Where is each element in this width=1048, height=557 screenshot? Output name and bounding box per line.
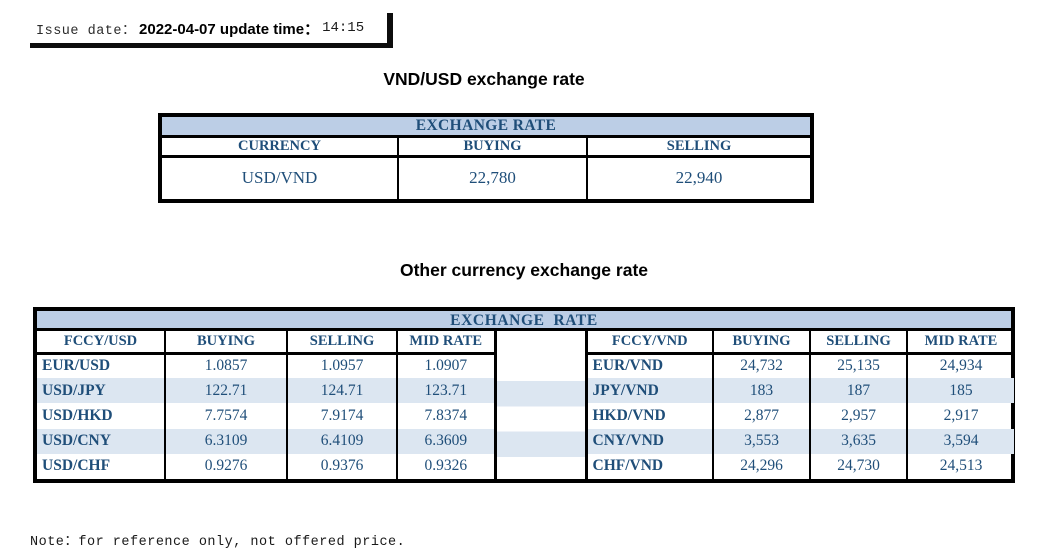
mid-rate-cell: 1.0907 bbox=[396, 353, 495, 379]
table-row: USD/VND 22,780 22,940 bbox=[159, 155, 813, 202]
selling-rate-cell: 2,957 bbox=[809, 403, 908, 429]
other-table-title: Other currency exchange rate bbox=[399, 260, 649, 280]
currency-pair-cell: USD/HKD bbox=[37, 403, 166, 429]
separator-column bbox=[496, 331, 585, 479]
mid-rate-cell: 7.8374 bbox=[396, 403, 495, 429]
mid-rate-cell: 123.71 bbox=[396, 378, 495, 404]
currency-pair-cell: USD/VND bbox=[159, 155, 399, 202]
buying-rate-cell: 3,553 bbox=[712, 428, 811, 454]
selling-rate-cell: 0.9376 bbox=[286, 453, 398, 479]
column-header-currency: CURRENCY bbox=[159, 135, 399, 158]
usd-table-title: VND/USD exchange rate bbox=[383, 69, 585, 89]
column-header-selling: SELLING bbox=[586, 135, 813, 158]
buying-rate-cell: 6.3109 bbox=[164, 428, 288, 454]
currency-pair-cell: EUR/USD bbox=[37, 353, 166, 379]
selling-rate-cell: 24,730 bbox=[809, 453, 908, 479]
mid-rate-cell: 3,594 bbox=[906, 428, 1014, 454]
selling-rate-cell: 1.0957 bbox=[286, 353, 398, 379]
table-header-row: EXCHANGE RATE bbox=[159, 114, 813, 138]
table-row: JPY/VND 183 187 185 bbox=[586, 378, 1014, 404]
issue-bar: Issue date： 2022-04-07 update time： 14:1… bbox=[30, 13, 393, 48]
exchange-rate-header: EXCHANGE RATE bbox=[159, 114, 813, 138]
usd-rate-table: EXCHANGE RATE CURRENCY BUYING SELLING US… bbox=[158, 113, 814, 203]
exchange-rate-header: EXCHANGE RATE bbox=[37, 311, 1011, 331]
table-row: CNY/VND 3,553 3,635 3,594 bbox=[586, 428, 1014, 454]
column-header-buying: BUYING bbox=[164, 331, 288, 355]
fccy-usd-table: FCCY/USD BUYING SELLING MID RATE EUR/USD… bbox=[37, 331, 497, 479]
selling-rate-cell: 6.4109 bbox=[286, 428, 398, 454]
currency-pair-cell: CNY/VND bbox=[586, 428, 714, 454]
buying-rate-cell: 22,780 bbox=[397, 155, 588, 202]
table-row: USD/HKD 7.7574 7.9174 7.8374 bbox=[37, 403, 495, 429]
column-header-row: FCCY/VND BUYING SELLING MID RATE bbox=[586, 331, 1014, 355]
mid-rate-cell: 24,513 bbox=[906, 453, 1014, 479]
currency-pair-cell: USD/CHF bbox=[37, 453, 166, 479]
selling-rate-cell: 25,135 bbox=[809, 353, 908, 379]
column-header-mid-rate: MID RATE bbox=[906, 331, 1014, 355]
other-rate-table-body: FCCY/USD BUYING SELLING MID RATE EUR/USD… bbox=[37, 331, 1014, 479]
column-header-fccy-usd: FCCY/USD bbox=[37, 331, 166, 355]
mid-rate-cell: 24,934 bbox=[906, 353, 1014, 379]
buying-rate-cell: 122.71 bbox=[164, 378, 288, 404]
currency-pair-cell: CHF/VND bbox=[586, 453, 714, 479]
column-header-selling: SELLING bbox=[286, 331, 398, 355]
mid-rate-cell: 0.9326 bbox=[396, 453, 495, 479]
selling-rate-cell: 7.9174 bbox=[286, 403, 398, 429]
column-header-fccy-vnd: FCCY/VND bbox=[586, 331, 714, 355]
selling-rate-cell: 3,635 bbox=[809, 428, 908, 454]
table-row: USD/JPY 122.71 124.71 123.71 bbox=[37, 378, 495, 404]
selling-rate-cell: 187 bbox=[809, 378, 908, 404]
selling-rate-cell: 124.71 bbox=[286, 378, 398, 404]
buying-rate-cell: 183 bbox=[712, 378, 811, 404]
column-header-buying: BUYING bbox=[397, 135, 588, 158]
buying-rate-cell: 24,296 bbox=[712, 453, 811, 479]
table-row: EUR/VND 24,732 25,135 24,934 bbox=[586, 353, 1014, 379]
table-row: EUR/USD 1.0857 1.0957 1.0907 bbox=[37, 353, 495, 379]
update-time-value: 14:15 bbox=[322, 20, 365, 36]
column-header-mid-rate: MID RATE bbox=[396, 331, 495, 355]
buying-rate-cell: 24,732 bbox=[712, 353, 811, 379]
buying-rate-cell: 2,877 bbox=[712, 403, 811, 429]
currency-pair-cell: USD/JPY bbox=[37, 378, 166, 404]
buying-rate-cell: 1.0857 bbox=[164, 353, 288, 379]
mid-rate-cell: 6.3609 bbox=[396, 428, 495, 454]
currency-pair-cell: JPY/VND bbox=[586, 378, 714, 404]
buying-rate-cell: 7.7574 bbox=[164, 403, 288, 429]
issue-date-update-label: 2022-04-07 update time： bbox=[139, 20, 320, 38]
issue-date-label: Issue date： bbox=[36, 23, 137, 39]
other-rate-table: EXCHANGE RATE FCCY/USD BUYING SELLING MI… bbox=[33, 307, 1015, 483]
column-header-row: CURRENCY BUYING SELLING bbox=[159, 135, 813, 158]
currency-pair-cell: USD/CNY bbox=[37, 428, 166, 454]
column-header-selling: SELLING bbox=[809, 331, 908, 355]
selling-rate-cell: 22,940 bbox=[586, 155, 813, 202]
currency-pair-cell: EUR/VND bbox=[586, 353, 714, 379]
currency-pair-cell: HKD/VND bbox=[586, 403, 714, 429]
table-row: USD/CNY 6.3109 6.4109 6.3609 bbox=[37, 428, 495, 454]
buying-rate-cell: 0.9276 bbox=[164, 453, 288, 479]
mid-rate-cell: 185 bbox=[906, 378, 1014, 404]
table-row: HKD/VND 2,877 2,957 2,917 bbox=[586, 403, 1014, 429]
column-header-buying: BUYING bbox=[712, 331, 811, 355]
table-row: CHF/VND 24,296 24,730 24,513 bbox=[586, 453, 1014, 479]
table-row: USD/CHF 0.9276 0.9376 0.9326 bbox=[37, 453, 495, 479]
fccy-vnd-table: FCCY/VND BUYING SELLING MID RATE EUR/VND… bbox=[584, 331, 1014, 479]
mid-rate-cell: 2,917 bbox=[906, 403, 1014, 429]
note-text: Note：for reference only, not offered pri… bbox=[30, 535, 406, 550]
column-header-row: FCCY/USD BUYING SELLING MID RATE bbox=[37, 331, 495, 355]
